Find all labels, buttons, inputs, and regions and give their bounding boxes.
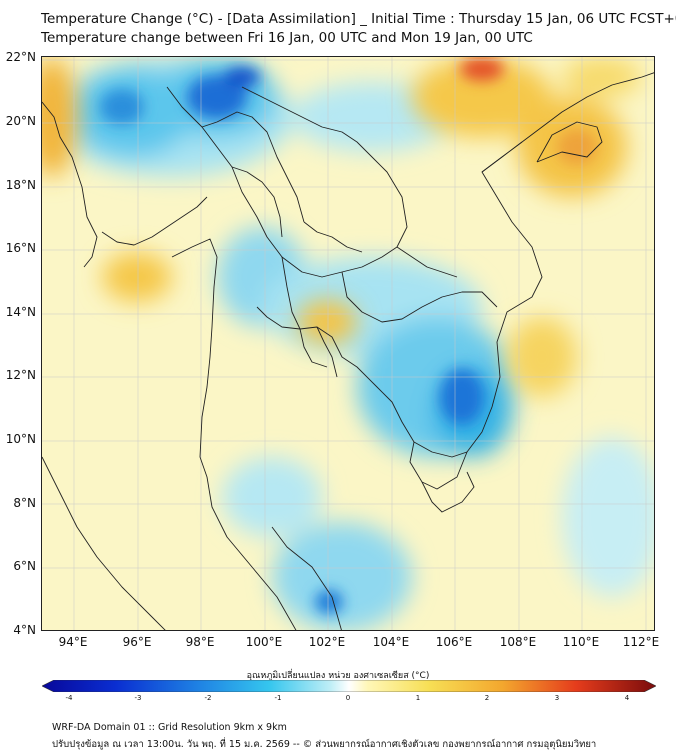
footer-credit: ปรับปรุงข้อมูล ณ เวลา 13:00น. วัน พฤ. ที…: [52, 739, 597, 750]
temperature-field: [42, 57, 654, 630]
footer-model-info: WRF-DA Domain 01 :: Grid Resolution 9km …: [52, 722, 287, 733]
colorbar-tick: 1: [415, 694, 421, 702]
lat-label: 14°N: [5, 305, 36, 319]
lon-label: 100°E: [245, 635, 283, 649]
colorbar-tick: -2: [204, 694, 212, 702]
colorbar-tick: -1: [274, 694, 282, 702]
lon-label: 96°E: [122, 635, 152, 649]
lon-label: 104°E: [372, 635, 410, 649]
lon-label: 94°E: [58, 635, 88, 649]
colorbar-title: อุณหภูมิเปลี่ยนแปลง หน่วย องศาเซลเซียส (…: [246, 671, 430, 681]
map-subtitle: Temperature change between Fri 16 Jan, 0…: [41, 30, 533, 46]
lat-label: 12°N: [5, 368, 36, 382]
colorbar-tick: -3: [134, 694, 142, 702]
lon-label: 112°E: [622, 635, 660, 649]
lon-label: 102°E: [308, 635, 346, 649]
colorbar-tick: 4: [624, 694, 630, 702]
colorbar-tick: 2: [484, 694, 490, 702]
colorbar-tick: 3: [554, 694, 560, 702]
strong-cooling-cores: [100, 67, 484, 614]
lon-label: 110°E: [562, 635, 600, 649]
lat-label: 8°N: [13, 496, 36, 510]
coastlines-and-borders: [42, 72, 654, 630]
colorbar-tick: -4: [65, 694, 73, 702]
lat-label: 4°N: [13, 623, 36, 637]
map-title: Temperature Change (°C) - [Data Assimila…: [41, 11, 676, 27]
lat-label: 20°N: [5, 114, 36, 128]
temperature-change-map: [41, 56, 655, 631]
lon-label: 98°E: [185, 635, 215, 649]
lat-label: 6°N: [13, 559, 36, 573]
strong-warming-cores: [460, 57, 597, 165]
lon-label: 106°E: [435, 635, 473, 649]
colorbar: [42, 680, 656, 692]
lat-label: 18°N: [5, 178, 36, 192]
lat-label: 22°N: [5, 50, 36, 64]
lat-label: 10°N: [5, 432, 36, 446]
lat-label: 16°N: [5, 241, 36, 255]
colorbar-tick: 0: [345, 694, 351, 702]
graticule: [42, 57, 654, 630]
lon-label: 108°E: [499, 635, 537, 649]
